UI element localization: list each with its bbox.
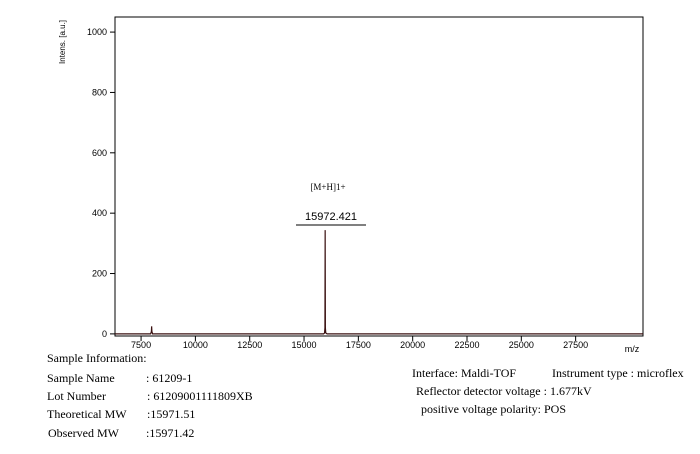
spectrum-line bbox=[115, 230, 643, 335]
y-tick-label: 200 bbox=[92, 269, 107, 279]
y-tick-label: 600 bbox=[92, 148, 107, 158]
instrument-text: Interface: Maldi-TOF bbox=[412, 366, 516, 380]
instrument-text: Instrument type : microflex bbox=[552, 366, 684, 380]
peak-label: 15972.421 bbox=[305, 211, 357, 223]
x-tick-label: 25000 bbox=[509, 340, 534, 350]
x-tick-label: 22500 bbox=[454, 340, 479, 350]
x-tick-label: 15000 bbox=[292, 340, 317, 350]
y-tick-label: 0 bbox=[102, 329, 107, 339]
y-axis-label: Intens. [a.u.] bbox=[58, 20, 67, 64]
instrument-text: positive voltage polarity: POS bbox=[421, 402, 566, 416]
instrument-text: Reflector detector voltage : 1.677kV bbox=[416, 384, 592, 398]
info-label: Observed MW bbox=[48, 426, 120, 440]
x-tick-label: 12500 bbox=[237, 340, 262, 350]
info-value: :15971.51 bbox=[147, 407, 195, 421]
info-value: : 61209-1 bbox=[146, 371, 192, 385]
x-tick-label: 27500 bbox=[563, 340, 588, 350]
x-tick-label: 7500 bbox=[131, 340, 151, 350]
y-tick-label: 400 bbox=[92, 208, 107, 218]
annotation: [M+H]1+ bbox=[310, 182, 345, 192]
x-tick-label: 17500 bbox=[346, 340, 371, 350]
x-axis-label: m/z bbox=[625, 344, 640, 354]
plot-frame bbox=[114, 16, 644, 337]
info-label: Sample Name bbox=[47, 371, 115, 385]
info-label: Theoretical MW bbox=[47, 407, 127, 421]
info-value: :15971.42 bbox=[146, 426, 194, 440]
x-tick-label: 10000 bbox=[183, 340, 208, 350]
y-tick-label: 800 bbox=[92, 87, 107, 97]
info-title: Sample Information: bbox=[47, 351, 147, 365]
x-tick-label: 20000 bbox=[400, 340, 425, 350]
info-label: Lot Number bbox=[47, 389, 106, 403]
info-value: : 61209001111809XB bbox=[147, 389, 253, 403]
y-tick-label: 1000 bbox=[87, 27, 107, 37]
